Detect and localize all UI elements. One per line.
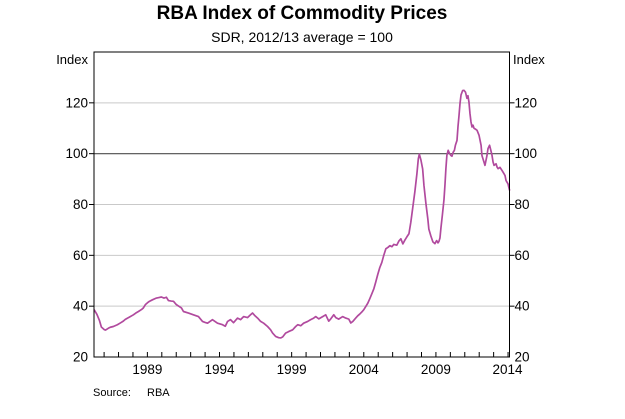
y-tick-label-right: 60 bbox=[515, 248, 530, 263]
y-tick-label-left: 100 bbox=[65, 146, 88, 161]
y-tick-label-left: 60 bbox=[73, 248, 88, 263]
y-tick-label-right: 20 bbox=[515, 350, 530, 365]
x-tick-label: 1994 bbox=[204, 362, 235, 377]
x-tick-label: 1989 bbox=[132, 362, 162, 377]
y-tick-label-left: 120 bbox=[65, 95, 88, 110]
x-tick-label: 2009 bbox=[421, 362, 451, 377]
y-tick-label-right: 40 bbox=[515, 299, 530, 314]
y-tick-label-left: 20 bbox=[73, 350, 88, 365]
y-axis-title-right: Index bbox=[513, 52, 545, 67]
y-axis-title-left: Index bbox=[56, 52, 88, 67]
source-value: RBA bbox=[147, 387, 170, 399]
y-tick-label-right: 80 bbox=[515, 197, 530, 212]
x-tick-label: 2014 bbox=[492, 362, 523, 377]
commodity-price-series-line bbox=[93, 89, 511, 339]
y-tick-label-right: 120 bbox=[515, 95, 538, 110]
chart-title: RBA Index of Commodity Prices bbox=[156, 3, 448, 24]
x-tick-label: 2004 bbox=[349, 362, 380, 377]
source-label: Source: bbox=[93, 387, 131, 399]
y-tick-label-left: 80 bbox=[73, 197, 88, 212]
y-tick-label-left: 40 bbox=[73, 299, 88, 314]
x-tick-label: 1999 bbox=[277, 362, 307, 377]
chart-subtitle: SDR, 2012/13 average = 100 bbox=[211, 29, 393, 45]
y-tick-label-right: 100 bbox=[515, 146, 538, 161]
